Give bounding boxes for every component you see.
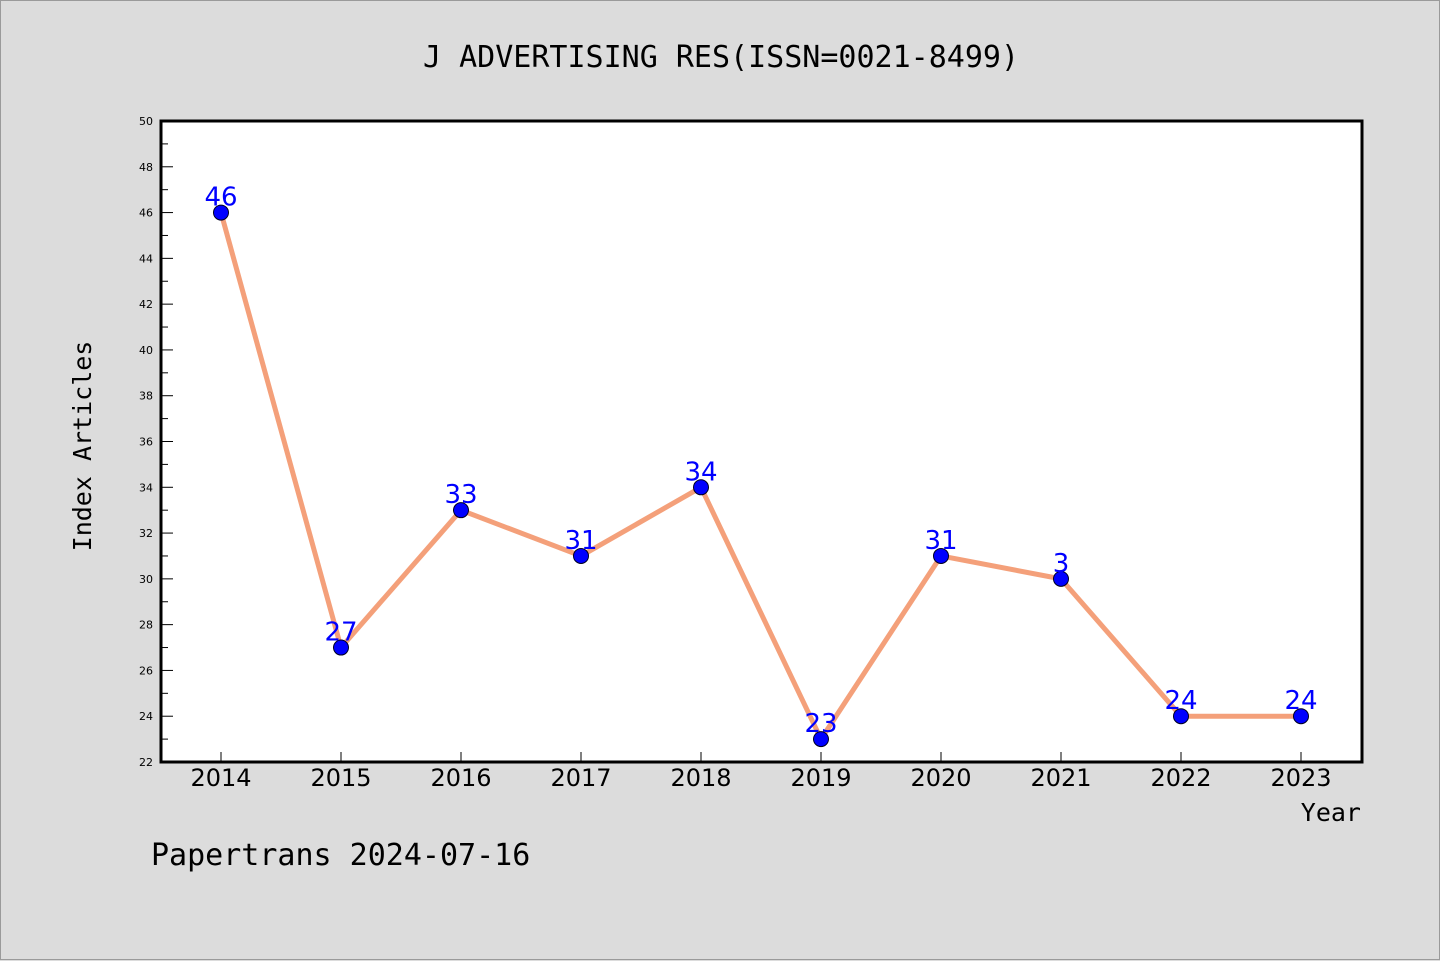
data-point bbox=[813, 731, 829, 748]
data-label: 33 bbox=[444, 480, 477, 510]
data-point bbox=[1173, 708, 1189, 725]
y-tick-label: 32 bbox=[139, 527, 153, 540]
data-point bbox=[1293, 708, 1309, 725]
x-tick-label: 2021 bbox=[1030, 764, 1091, 792]
y-tick-label: 46 bbox=[139, 207, 153, 220]
y-tick-label: 50 bbox=[139, 115, 153, 128]
series-line bbox=[218, 210, 1304, 742]
data-label: 24 bbox=[1284, 686, 1317, 716]
y-tick-label: 38 bbox=[139, 390, 153, 403]
x-tick-label: 2019 bbox=[790, 764, 851, 792]
data-point bbox=[693, 479, 709, 496]
x-tick-label: 2022 bbox=[1150, 764, 1211, 792]
chart-title: J ADVERTISING RES(ISSN=0021-8499) bbox=[423, 40, 1019, 75]
data-label: 31 bbox=[924, 526, 957, 556]
data-point bbox=[933, 547, 949, 564]
data-point bbox=[1053, 570, 1069, 587]
data-point bbox=[213, 204, 229, 221]
data-point bbox=[453, 502, 469, 519]
y-tick-label: 44 bbox=[139, 252, 153, 265]
data-label: 34 bbox=[684, 457, 717, 487]
x-tick-label: 2020 bbox=[910, 764, 971, 792]
y-axis-ticks: 22 24 26 28 30 32 34 36 38 40 42 44 46 48 50 bbox=[139, 115, 173, 769]
data-label: 3 bbox=[1053, 549, 1070, 579]
data-label: 31 bbox=[564, 526, 597, 556]
x-tick-label: 2023 bbox=[1270, 764, 1331, 792]
y-tick-label: 28 bbox=[139, 619, 153, 632]
y-axis-label: Index Articles bbox=[68, 341, 97, 552]
data-point bbox=[333, 639, 349, 656]
data-point bbox=[573, 547, 589, 564]
y-tick-label: 22 bbox=[139, 756, 153, 769]
x-axis-ticks: 2014 2015 2016 2017 2018 2019 2020 2021 2022 2023 bbox=[190, 752, 1332, 792]
data-label: 27 bbox=[324, 618, 357, 648]
x-tick-label: 2014 bbox=[190, 764, 251, 792]
footer-credit: Papertrans 2024-07-16 bbox=[151, 838, 530, 873]
y-tick-label: 34 bbox=[139, 481, 153, 494]
data-label: 24 bbox=[1164, 686, 1197, 716]
data-label: 23 bbox=[804, 709, 837, 739]
data-label: 46 bbox=[204, 183, 237, 213]
x-tick-label: 2017 bbox=[550, 764, 611, 792]
x-axis-label: Year bbox=[1301, 798, 1361, 827]
y-tick-label: 48 bbox=[139, 161, 153, 174]
y-tick-label: 42 bbox=[139, 298, 153, 311]
y-tick-label: 36 bbox=[139, 436, 153, 449]
y-tick-label: 30 bbox=[139, 573, 153, 586]
y-tick-label: 24 bbox=[139, 710, 153, 723]
x-tick-label: 2016 bbox=[430, 764, 491, 792]
y-tick-label: 40 bbox=[139, 344, 153, 357]
series-group: 46 27 33 31 34 23 31 3 24 24 bbox=[204, 183, 1318, 748]
plot-area bbox=[159, 119, 1364, 764]
x-tick-label: 2015 bbox=[310, 764, 371, 792]
x-tick-label: 2018 bbox=[670, 764, 731, 792]
y-tick-label: 26 bbox=[139, 664, 153, 677]
